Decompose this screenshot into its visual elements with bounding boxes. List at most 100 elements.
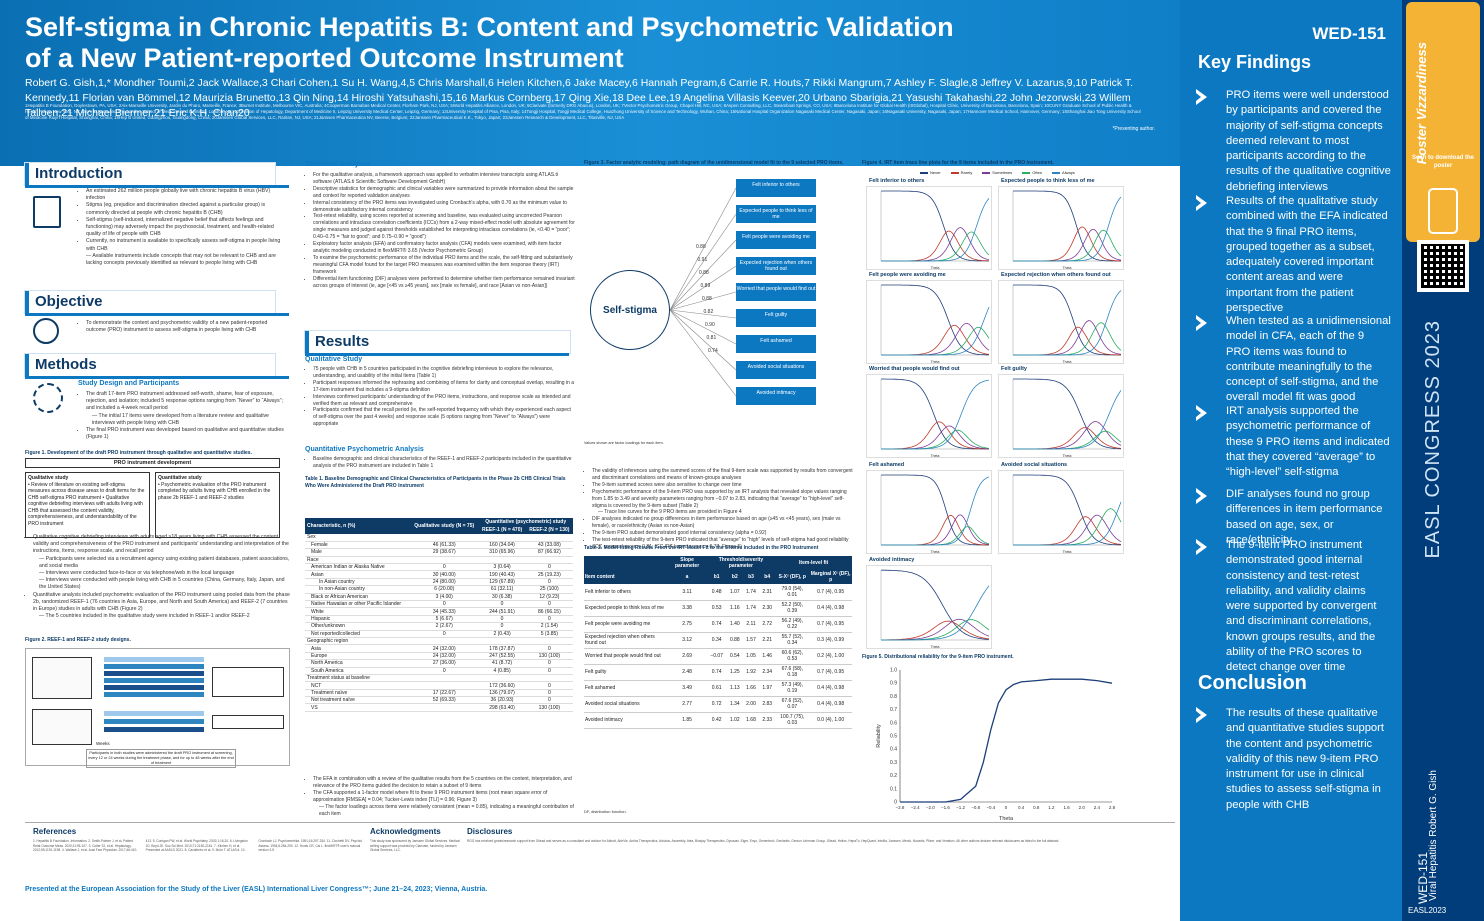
x-axis-label: Theta <box>1063 454 1072 458</box>
key-finding-item: PRO items were well understood by partic… <box>1196 88 1391 195</box>
x-axis-label: Theta <box>1063 360 1072 364</box>
stats-title: Statistical Analyses <box>305 161 371 168</box>
table-row: VS 298 (63.40) 130 (100) <box>305 703 573 712</box>
x-axis-label: Theta <box>931 454 940 458</box>
arm-bar <box>104 711 204 716</box>
table-row: Native Hawaiian or other Pacific Islande… <box>305 600 573 609</box>
y-axis-label: Reliability <box>876 724 882 748</box>
table-row: American Indian or Alaska Native 0 3 (0.64… <box>305 563 573 572</box>
x-tick-label: −1.2 <box>956 805 965 810</box>
fig3-item-box: Felt inferior to others <box>736 179 816 197</box>
table-1: Characteristic, n (%) Qualitative study (… <box>305 518 573 712</box>
scan-label: Scan to download the poster <box>1411 155 1474 169</box>
fig3-loading: 0.88 <box>696 244 706 250</box>
trace-line <box>881 474 989 546</box>
key-findings-panel: WED-151 Key Findings PRO items were well… <box>1180 0 1402 921</box>
presenting-author-note: *Presenting author. <box>1112 126 1155 132</box>
plot-title: Avoided intimacy <box>869 557 915 563</box>
trace-line <box>881 307 990 356</box>
fig4-legend: Never Rarely Sometimes Often Always <box>920 170 1075 175</box>
intro-bullets: An estimated 262 million people globally… <box>78 188 288 267</box>
trace-line-plot: Felt inferior to others Theta <box>866 178 992 270</box>
x-tick-label: 2.0 <box>1079 805 1086 810</box>
x-tick-label: 0.8 <box>1033 805 1040 810</box>
fig3-loading: 0.88 <box>699 270 709 276</box>
x-tick-label: 2.8 <box>1109 805 1116 810</box>
fig3-item-box: Avoided social situations <box>736 361 816 379</box>
trace-line-plot: Felt guilty Theta <box>998 366 1124 458</box>
trace-line <box>880 569 990 640</box>
trace-line <box>1013 322 1122 356</box>
follow-up-box <box>212 667 284 697</box>
trace-line <box>1013 516 1122 546</box>
trace-line-plot: Expected rejection when others found out… <box>998 272 1124 364</box>
table-row: Hispanic 5 (6.67) 0 0 <box>305 615 573 624</box>
trace-line <box>881 476 990 546</box>
arm-bar <box>104 719 204 724</box>
fig3-path <box>669 309 737 345</box>
table-2: Slope parameter Threshold/severity parame… <box>584 556 852 729</box>
fig2-caption: Figure 2. REEF-1 and REEF-2 study design… <box>25 637 131 643</box>
target-icon <box>33 318 59 344</box>
fig2-note: Participants in both studies were admini… <box>86 749 236 768</box>
fig5-chart: 0 0.1 0.2 0.3 0.4 0.5 0.6 0.7 0.8 0.9 1.0 −2.8 −2.4 −… <box>876 668 1116 823</box>
trace-line-plot: Expected people to think less of me Theta <box>998 178 1124 270</box>
poster-header: Self-stigma in Chronic Hepatitis B: Cont… <box>0 0 1180 166</box>
easl-tag: EASL2023 <box>1408 906 1447 915</box>
y-tick-label: 0.2 <box>890 773 897 779</box>
qr-code[interactable] <box>1417 240 1469 292</box>
x-tick-label: −0.4 <box>986 805 995 810</box>
table-row: Worried that people would find out 2.69 −0… <box>584 648 852 665</box>
table-row: Avoided social situations 2.77 0.72 1.34 2.0… <box>584 696 852 713</box>
flag-icon <box>33 196 61 228</box>
table-row: Felt people were avoiding me 2.75 0.74 1.40… <box>584 616 852 633</box>
key-finding-item: When tested as a unidimensional model in… <box>1196 314 1391 406</box>
plot-title: Felt ashamed <box>869 462 905 468</box>
fig3-path <box>669 291 737 311</box>
validity-bullets: The validity of inferences using the sum… <box>584 468 854 551</box>
x-tick-label: −2.8 <box>896 805 905 810</box>
y-tick-label: 0.9 <box>890 681 897 687</box>
legend-entry: Rarely <box>950 170 972 175</box>
trace-line <box>1013 229 1122 262</box>
fig3-path <box>669 187 737 311</box>
table-row: Treatment naïve 17 (22.67) 136 (79.07) 0 <box>305 689 573 698</box>
fig3-caption: Figure 3. Factor analytic modeling: path… <box>584 160 844 166</box>
results-heading: Results <box>305 331 570 356</box>
arm-bar <box>104 671 204 676</box>
fig3-path <box>669 239 737 311</box>
trace-line <box>1013 226 1122 262</box>
y-tick-label: 0.7 <box>890 707 897 713</box>
fig3-item-box: Felt guilty <box>736 309 816 327</box>
trace-line <box>1013 229 1122 262</box>
y-tick-label: 0.1 <box>890 786 897 792</box>
self-stigma-factor: Self-stigma <box>590 270 670 350</box>
fig3-paths: 0.88 0.91 0.88 0.89 0.88 0.82 0.90 0.81 0.74 <box>669 187 737 397</box>
phone-icon <box>1428 188 1458 234</box>
fig5-caption: Figure 5. Distributional reliability for… <box>862 654 1014 660</box>
trace-line <box>1013 326 1121 356</box>
objective-text: To demonstrate the content and psychomet… <box>78 320 288 334</box>
trace-line-plot: Felt people were avoiding me Theta <box>866 272 992 364</box>
methods-subtitle: Study Design and Participants <box>78 380 180 387</box>
x-tick-label: 2.4 <box>1094 805 1101 810</box>
key-finding-item: IRT analysis supported the psychometric … <box>1196 404 1391 480</box>
fig3-path <box>669 309 737 397</box>
arm-bar <box>104 727 204 732</box>
table-row: Male 29 (38.67) 310 (65.96) 87 (66.92) <box>305 548 573 557</box>
fig3-note: Values shown are factor loadings for eac… <box>584 441 664 445</box>
chevron-right-icon <box>1196 539 1207 555</box>
y-tick-label: 0 <box>894 800 897 806</box>
y-tick-label: 0.8 <box>890 694 897 700</box>
fig1-caption: Figure 1. Development of the draft PRO i… <box>25 450 252 456</box>
table-row: Expected rejection when others found out… <box>584 632 852 649</box>
fig2-xlabel: Weeks <box>96 741 110 746</box>
fig3-path <box>669 265 737 311</box>
trace-line <box>1013 514 1122 546</box>
legend-entry: Often <box>1022 170 1042 175</box>
x-tick-label: 1.2 <box>1048 805 1055 810</box>
chevron-right-icon <box>1196 89 1207 105</box>
methods-bullets: The draft 17-item PRO instrument address… <box>78 391 288 441</box>
table-row: Geographic region <box>305 637 573 646</box>
fig3-item-box: Felt people were avoiding me <box>736 231 816 249</box>
